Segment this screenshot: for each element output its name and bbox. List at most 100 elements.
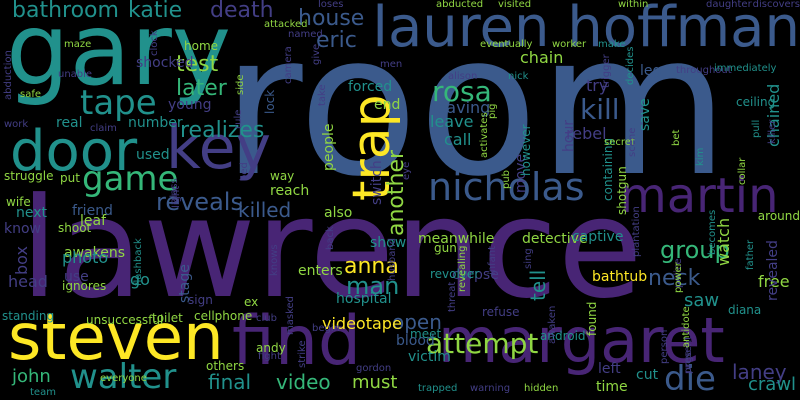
word: open: [392, 310, 442, 334]
word: victim: [408, 349, 451, 365]
word: try: [586, 76, 609, 95]
word: ignores: [62, 279, 107, 293]
word: kim: [695, 147, 706, 166]
word: die: [664, 359, 716, 399]
word: everyone: [100, 373, 147, 384]
word: find: [232, 302, 362, 381]
word: android: [540, 329, 586, 343]
word: bet: [671, 129, 682, 146]
word: give: [311, 43, 322, 65]
word: fight: [258, 351, 281, 362]
word: leave: [430, 112, 474, 131]
word: door: [10, 119, 138, 184]
word: activates: [479, 112, 490, 158]
word: group: [660, 236, 730, 264]
word: shocked: [136, 55, 194, 71]
word: becomes: [707, 209, 718, 255]
word: captive: [572, 229, 624, 245]
word: scene: [627, 127, 638, 157]
word: reveals: [156, 188, 243, 216]
word: house: [298, 6, 365, 31]
word: revealing: [457, 245, 468, 292]
word: worker: [552, 39, 587, 50]
word: eric: [316, 28, 357, 53]
word: blood: [396, 333, 435, 349]
word: show: [370, 235, 407, 251]
word: hospital: [336, 291, 392, 307]
word: throughout: [676, 65, 732, 76]
word: sing: [523, 248, 534, 269]
word: go: [130, 270, 150, 289]
word: laney: [732, 360, 787, 384]
word: lauren hoffman: [372, 0, 800, 60]
word: next: [16, 205, 48, 221]
word: bed: [239, 162, 250, 181]
word: visited: [498, 0, 532, 10]
word: eventually: [480, 39, 533, 50]
word: friend: [72, 203, 113, 219]
word: however: [519, 124, 533, 176]
word: katie: [128, 0, 183, 23]
word: abducted: [436, 0, 484, 10]
word: plantation: [631, 206, 642, 257]
word: shoot: [58, 221, 92, 235]
word: revealed: [765, 240, 781, 301]
word: unsuccessful: [86, 313, 164, 327]
word: eye: [401, 161, 412, 180]
word: antidote: [681, 306, 692, 348]
word: home: [184, 39, 219, 53]
word: ceiling: [736, 95, 776, 109]
word: trigger: [601, 54, 612, 88]
word: later: [176, 76, 227, 101]
word: reach: [270, 183, 310, 199]
word: attempt: [426, 327, 539, 360]
word: man: [346, 272, 400, 300]
word: standing: [2, 309, 55, 323]
word: lock: [263, 89, 277, 114]
word: free: [758, 272, 790, 291]
word: rosa: [432, 75, 492, 108]
word: game: [82, 159, 179, 199]
word: leaving: [432, 98, 491, 117]
word: death: [210, 0, 274, 23]
word: neck: [648, 266, 701, 291]
word: power: [673, 262, 684, 293]
word: margaret: [438, 304, 725, 377]
word: videotape: [322, 314, 402, 333]
word: rule: [233, 109, 244, 129]
word: way: [270, 169, 295, 183]
word: within: [618, 0, 649, 10]
word: toilet: [152, 311, 183, 325]
word: end: [374, 97, 401, 113]
word: head: [8, 272, 48, 291]
word: people: [321, 123, 337, 171]
word: test: [176, 52, 219, 77]
word: masked: [285, 295, 296, 335]
word: knows: [269, 244, 280, 276]
word: take: [317, 84, 328, 106]
word: young: [168, 97, 212, 113]
word: time: [596, 379, 628, 395]
word: attacked: [264, 19, 308, 30]
word: father: [745, 239, 756, 270]
word: used: [136, 147, 170, 163]
word: rebel: [566, 124, 607, 143]
word: bathroom: [12, 0, 119, 23]
word: strike: [297, 340, 308, 368]
word: andy: [256, 341, 286, 355]
word: room: [222, 0, 730, 220]
word: real: [56, 115, 83, 131]
word: alison: [448, 71, 478, 82]
word: forced: [348, 79, 393, 95]
word: team: [30, 387, 56, 398]
word: maze: [64, 39, 92, 50]
word: photo: [62, 248, 109, 267]
word: also: [324, 205, 353, 221]
word: daughter: [706, 0, 752, 10]
word: save: [637, 98, 653, 131]
word: crawl: [748, 374, 797, 395]
word: diana: [728, 303, 762, 317]
word: bathtub: [592, 269, 648, 285]
word: watch: [714, 217, 733, 266]
